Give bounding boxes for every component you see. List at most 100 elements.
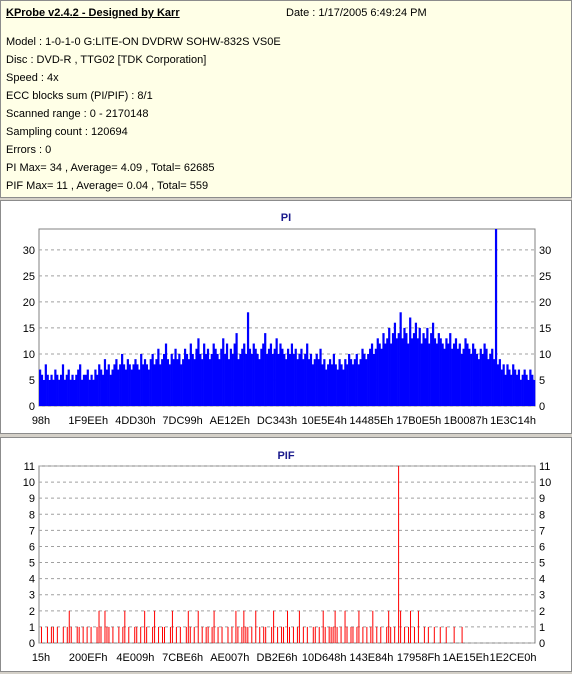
pi-bar bbox=[397, 333, 400, 406]
pif-ytick-right: 1 bbox=[539, 622, 545, 634]
pi-bar bbox=[380, 348, 383, 406]
pi-bar bbox=[285, 359, 288, 406]
pi-bar bbox=[155, 359, 158, 406]
pi-bar bbox=[489, 353, 492, 406]
pi-bar bbox=[65, 374, 68, 406]
pi-bar bbox=[56, 374, 59, 406]
pi-bar bbox=[323, 359, 326, 406]
pi-xtick: 1B0087h bbox=[444, 415, 488, 427]
pi-bar bbox=[361, 348, 364, 406]
pi-bar bbox=[411, 338, 414, 406]
pif-bar bbox=[251, 626, 253, 643]
pif-bar bbox=[76, 626, 78, 643]
pif-bar bbox=[427, 626, 429, 643]
pif-bar bbox=[140, 626, 142, 643]
pi-bar bbox=[519, 379, 522, 406]
pif-bar bbox=[227, 626, 229, 643]
pif-bar bbox=[324, 626, 326, 643]
pi-bar bbox=[281, 348, 284, 406]
pi-bar bbox=[212, 343, 215, 406]
pi-bar bbox=[204, 353, 208, 406]
pi-bar bbox=[533, 379, 536, 406]
pif-ytick-right: 3 bbox=[539, 590, 545, 602]
pi-bar bbox=[472, 343, 475, 406]
pi-bar bbox=[111, 369, 114, 406]
pif-bar bbox=[445, 626, 447, 643]
pif-bar bbox=[247, 626, 249, 643]
pi-bar bbox=[296, 359, 299, 406]
pi-bar bbox=[349, 359, 353, 406]
pi-bar bbox=[294, 348, 297, 406]
pi-bar bbox=[338, 359, 341, 406]
pi-bar bbox=[418, 327, 421, 406]
pi-bar bbox=[388, 327, 391, 406]
pi-bar bbox=[130, 369, 133, 406]
pif-bar bbox=[404, 626, 406, 643]
pif-ytick-right: 9 bbox=[539, 493, 545, 505]
pi-bar bbox=[203, 343, 206, 406]
pi-bar bbox=[126, 359, 129, 406]
pi-bar bbox=[302, 359, 305, 406]
pi-ytick-right: 0 bbox=[539, 401, 545, 413]
pif-bar bbox=[265, 626, 267, 643]
pi-bar bbox=[250, 353, 253, 406]
pi-bar bbox=[271, 353, 274, 406]
pi-bar bbox=[370, 343, 374, 406]
pi-ytick-left: 0 bbox=[29, 401, 35, 413]
pi-bar bbox=[142, 364, 145, 406]
pi-bar bbox=[134, 359, 137, 406]
pi-bar bbox=[420, 343, 423, 406]
pif-bar bbox=[245, 626, 247, 643]
pi-bar bbox=[195, 348, 198, 406]
pif-bar bbox=[298, 610, 300, 643]
pi-bar bbox=[275, 338, 278, 406]
pif-bar bbox=[453, 626, 455, 643]
pi-bar bbox=[77, 369, 80, 406]
pi-bar bbox=[138, 369, 141, 406]
pif-bar bbox=[82, 626, 84, 643]
pi-bar bbox=[502, 364, 505, 406]
pif-bar bbox=[68, 610, 70, 643]
pi-xtick: 98h bbox=[32, 415, 50, 427]
pi-bar bbox=[491, 348, 494, 406]
pif-bar bbox=[201, 626, 203, 643]
pif-ytick-left: 8 bbox=[29, 509, 35, 521]
pif-bar bbox=[40, 626, 42, 643]
pif-xtick: 7CBE6h bbox=[162, 652, 203, 664]
pi-bar bbox=[48, 379, 51, 406]
pi-bar bbox=[378, 343, 381, 406]
pi-bar bbox=[351, 364, 355, 406]
pif-bar bbox=[66, 626, 68, 643]
pi-stats-line: PI Max= 34 , Average= 4.09 , Total= 6268… bbox=[6, 162, 215, 174]
pif-xtick: 1AE15Eh bbox=[443, 652, 489, 664]
pif-bar bbox=[56, 626, 58, 643]
pi-bar bbox=[300, 348, 303, 406]
pi-ytick-left: 5 bbox=[29, 375, 35, 387]
pi-bar bbox=[151, 353, 154, 406]
pi-bar bbox=[193, 359, 196, 406]
pif-bar bbox=[388, 610, 390, 643]
pi-bar bbox=[405, 333, 408, 406]
pi-bar bbox=[246, 312, 250, 406]
pif-xtick: 4E009h bbox=[116, 652, 154, 664]
pi-bar bbox=[473, 348, 477, 406]
pi-bar bbox=[363, 353, 366, 406]
pi-xtick: 10E5E4h bbox=[302, 415, 347, 427]
pi-bar bbox=[479, 348, 482, 406]
pif-bar bbox=[163, 626, 165, 643]
pi-ytick-right: 5 bbox=[539, 375, 545, 387]
pi-bar bbox=[220, 348, 223, 406]
pi-bar bbox=[307, 359, 311, 406]
pif-bar bbox=[144, 610, 146, 643]
pi-bar bbox=[386, 338, 389, 406]
pi-bar bbox=[183, 348, 187, 406]
pi-bar bbox=[391, 333, 395, 406]
pi-bar bbox=[199, 353, 202, 406]
pif-bar bbox=[62, 626, 64, 643]
pi-bar bbox=[157, 348, 160, 406]
pi-bar bbox=[256, 353, 259, 406]
pi-bar bbox=[101, 374, 105, 406]
pi-bar bbox=[401, 338, 404, 406]
pi-xtick: 7DC99h bbox=[162, 415, 202, 427]
